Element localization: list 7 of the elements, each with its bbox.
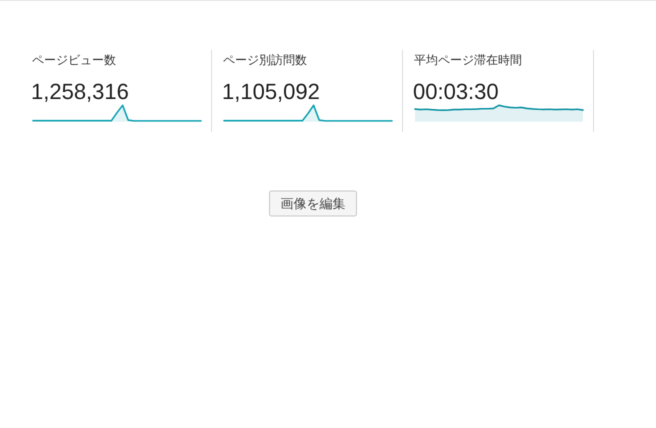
subtitle: 00:03:30 [413,79,499,104]
button-label: 画像を編集 [280,196,346,211]
subtitle: 1,105,092 [222,79,320,104]
title: ページ別訪問数 [223,53,307,67]
title: 平均ページ滞在時間 [414,53,522,67]
title: ページビュー数 [32,53,116,67]
subtitle: 1,258,316 [31,79,129,104]
